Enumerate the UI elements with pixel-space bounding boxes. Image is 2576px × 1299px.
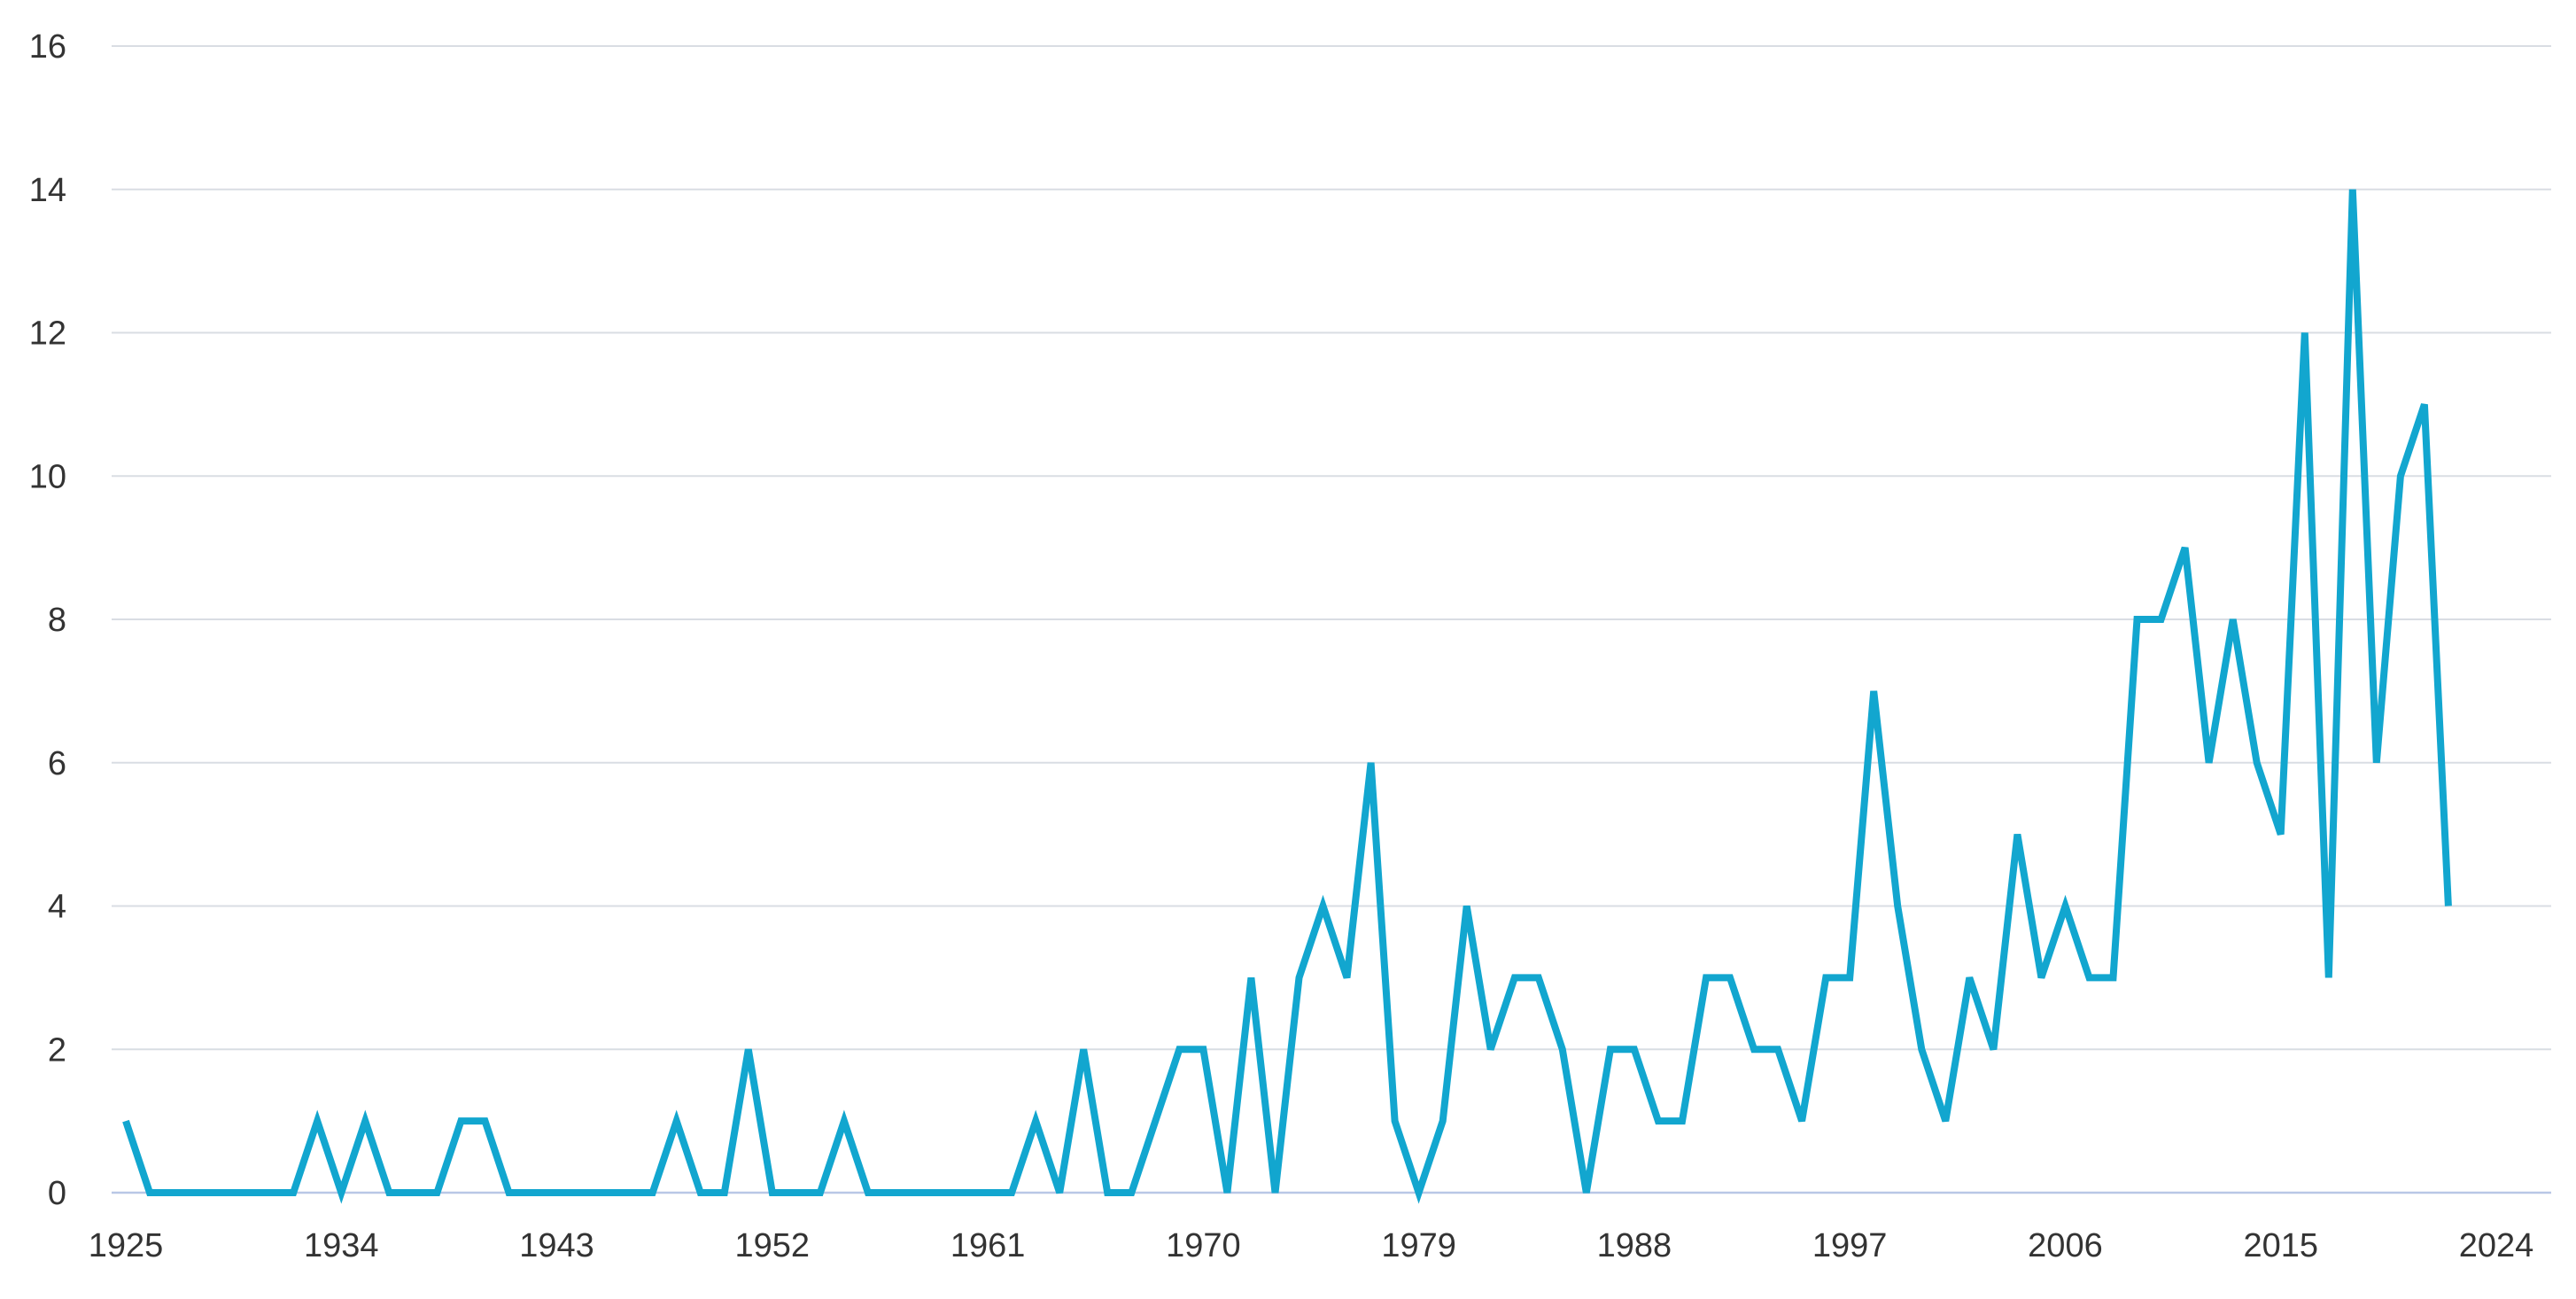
x-tick-label: 1988 <box>1597 1227 1672 1264</box>
x-tick-label: 2006 <box>2028 1227 2103 1264</box>
y-tick-label: 6 <box>48 745 66 782</box>
series-line-0 <box>122 189 2452 1204</box>
grid <box>112 45 2551 1051</box>
x-tick-label: 1925 <box>89 1227 164 1264</box>
y-tick-label: 10 <box>29 458 66 495</box>
y-tick-label: 2 <box>48 1031 66 1069</box>
x-axis-ticks: 1925 1934 1943 1952 1961 1970 1979 1988 1997 2006… <box>89 1227 2534 1264</box>
series-group <box>122 189 2452 1204</box>
x-tick-label: 1961 <box>950 1227 1026 1264</box>
y-tick-label: 4 <box>48 889 66 926</box>
x-tick-label: 1979 <box>1381 1227 1456 1264</box>
y-axis-ticks: 0 2 4 6 8 10 12 14 16 <box>29 28 66 1212</box>
x-tick-label: 1997 <box>1812 1227 1888 1264</box>
y-tick-label: 16 <box>29 28 66 66</box>
x-tick-label: 1952 <box>735 1227 811 1264</box>
x-tick-label: 2024 <box>2459 1227 2534 1264</box>
y-tick-label: 12 <box>29 315 66 353</box>
x-tick-label: 1970 <box>1166 1227 1241 1264</box>
y-tick-label: 0 <box>48 1175 66 1212</box>
x-tick-label: 2015 <box>2243 1227 2318 1264</box>
x-tick-label: 1943 <box>519 1227 594 1264</box>
x-tick-label: 1934 <box>304 1227 379 1264</box>
y-tick-label: 8 <box>48 602 66 639</box>
y-tick-label: 14 <box>29 172 66 209</box>
